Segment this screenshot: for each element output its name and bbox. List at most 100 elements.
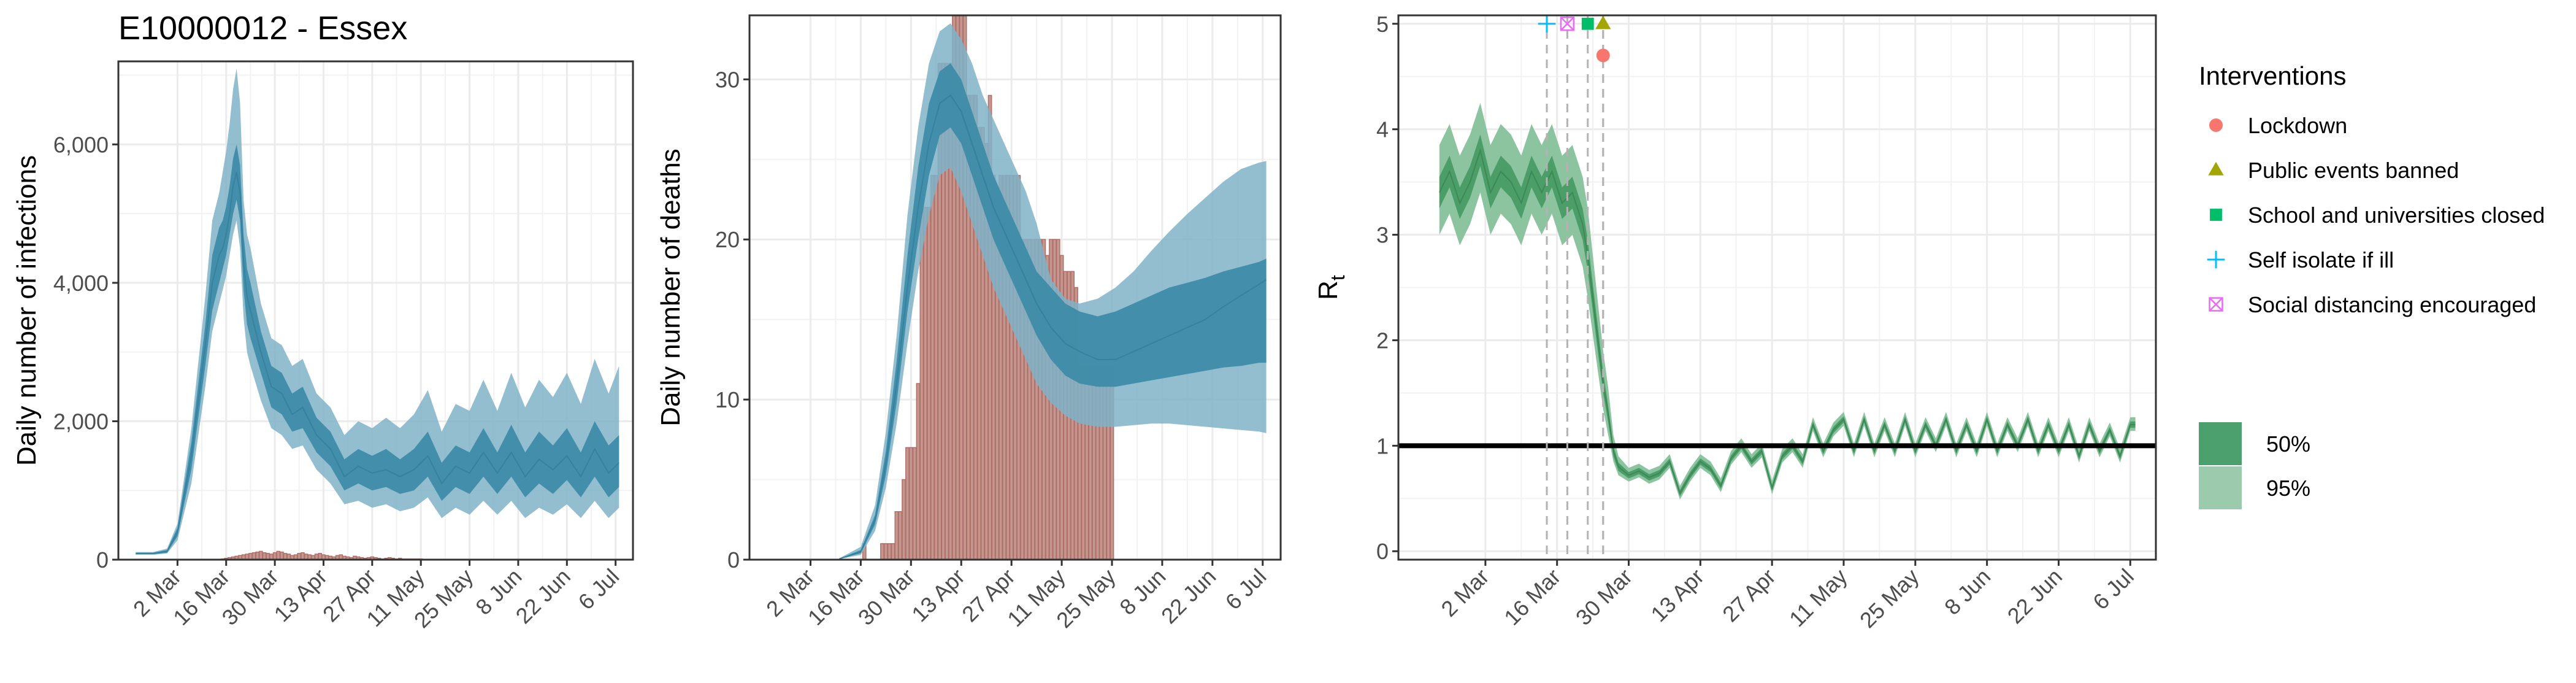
- observed-bar: [262, 552, 267, 560]
- observed-bar: [898, 511, 903, 560]
- x-tick-label: 6 Jul: [1221, 564, 1271, 615]
- observed-bar: [251, 552, 256, 560]
- figure-title: E10000012 - Essex: [118, 10, 407, 47]
- y-axis-title: Daily number of infections: [12, 155, 42, 466]
- y-tick-label: 5: [1376, 12, 1389, 37]
- median-line: [136, 172, 620, 554]
- observed-bar: [887, 543, 892, 560]
- band-50: [839, 63, 1267, 560]
- y-tick-label: 0: [1376, 539, 1389, 564]
- observed-bar: [933, 175, 938, 560]
- legend-label: Public events banned: [2248, 158, 2459, 183]
- y-axis-title: Rt: [1313, 275, 1349, 300]
- y-tick-label: 0: [96, 547, 109, 573]
- intervention-marker: [1596, 48, 1610, 63]
- legend-marker: [2208, 161, 2224, 176]
- median-line: [838, 94, 1267, 560]
- x-tick-label: 25 May: [1855, 564, 1923, 633]
- x-tick-label: 2 Mar: [1436, 564, 1493, 622]
- y-axis-title: Daily number of deaths: [656, 149, 686, 426]
- observed-bar: [916, 383, 921, 560]
- legend-interventions: Interventions Lockdown Public events bann…: [2199, 61, 2545, 317]
- observed-bar: [894, 511, 899, 560]
- observed-bar: [923, 207, 928, 560]
- observed-bar: [276, 550, 281, 560]
- y-tick-label: 2,000: [53, 409, 109, 434]
- plot-border: [748, 14, 1282, 561]
- x-tick-label: 16 Mar: [803, 564, 869, 630]
- x-tick-label: 30 Mar: [853, 564, 919, 630]
- x-tick-label: 13 Apr: [269, 564, 332, 627]
- x-tick-label: 13 Apr: [1646, 564, 1709, 627]
- observed-bar: [266, 553, 270, 560]
- y-tick-label: 2: [1376, 328, 1389, 353]
- observed-bar: [927, 207, 931, 560]
- legend-label: 50%: [2266, 431, 2310, 457]
- y-tick-label: 6,000: [53, 132, 109, 157]
- legend-marker: [2209, 118, 2223, 132]
- y-tick-label: 0: [727, 547, 740, 573]
- x-tick-label: 11 May: [1784, 564, 1852, 632]
- legend-marker: [2209, 297, 2223, 312]
- y-tick-label: 4,000: [53, 271, 109, 296]
- observed-bar: [297, 553, 302, 560]
- y-tick-label: 1: [1376, 433, 1389, 458]
- y-tick-label: 30: [715, 67, 740, 92]
- legend-label: 95%: [2266, 476, 2310, 501]
- observed-bar: [905, 447, 910, 560]
- observed-bar: [912, 447, 917, 560]
- intervention-marker: [1595, 15, 1611, 29]
- legend-label: Social distancing encouraged: [2248, 292, 2536, 317]
- observed-bar: [883, 543, 888, 560]
- x-tick-label: 22 Jun: [2003, 564, 2067, 628]
- y-tick-label: 20: [715, 227, 740, 252]
- legend-swatch: [2199, 466, 2242, 509]
- legend-marker: [2207, 250, 2225, 269]
- panel-rt: 0 1 2 3 4 5 2 Mar 16 Mar 30 Mar 13 Apr 27 Apr 11 Ma…: [1313, 12, 2157, 633]
- x-tick-label: 30 Mar: [217, 564, 283, 630]
- y-tick-label: 3: [1376, 223, 1389, 248]
- y-axis-title-subscript: t: [1327, 275, 1349, 280]
- observed-bar: [259, 550, 263, 560]
- legend-label: Lockdown: [2248, 113, 2347, 138]
- x-tick-label: 6 Jul: [2088, 564, 2139, 615]
- y-tick-label: 4: [1376, 117, 1389, 142]
- observed-bar: [301, 552, 305, 560]
- observed-bar: [280, 551, 284, 560]
- intervention-marker: [1560, 17, 1575, 31]
- intervention-marker: [1581, 17, 1594, 30]
- x-tick-label: 13 Apr: [907, 564, 970, 627]
- x-tick-label: 30 Mar: [1571, 564, 1637, 630]
- legend-marker: [2210, 209, 2222, 221]
- legend-label: Self isolate if ill: [2248, 247, 2394, 272]
- y-tick-label: 10: [715, 387, 740, 412]
- plot-border: [117, 60, 634, 561]
- band-95: [136, 68, 619, 555]
- observed-bar: [902, 479, 906, 560]
- x-tick-label: 27 Apr: [1717, 564, 1781, 627]
- observed-bar: [880, 543, 884, 560]
- observed-bar: [248, 553, 253, 560]
- x-tick-label: 22 Jun: [511, 564, 575, 628]
- legend-swatch: [2199, 422, 2242, 465]
- band-50: [1439, 134, 2136, 496]
- observed-bar: [908, 447, 913, 560]
- observed-bar: [272, 552, 277, 560]
- legend-intervals: 50% 95%: [2199, 422, 2310, 509]
- x-tick-label: 16 Mar: [1499, 564, 1565, 630]
- observed-bar: [930, 175, 935, 560]
- observed-bar: [283, 553, 288, 560]
- band-50: [136, 144, 619, 555]
- plot-border: [1397, 14, 2157, 561]
- observed-bar: [255, 551, 260, 560]
- band-95: [1439, 102, 2136, 500]
- legend-interventions-title: Interventions: [2199, 61, 2346, 90]
- x-tick-label: 8 Jun: [1939, 564, 1995, 620]
- observed-bar: [318, 553, 323, 560]
- x-tick-label: 6 Jul: [573, 564, 624, 615]
- intervention-marker: [1538, 15, 1556, 33]
- x-tick-label: 22 Jun: [1156, 564, 1221, 628]
